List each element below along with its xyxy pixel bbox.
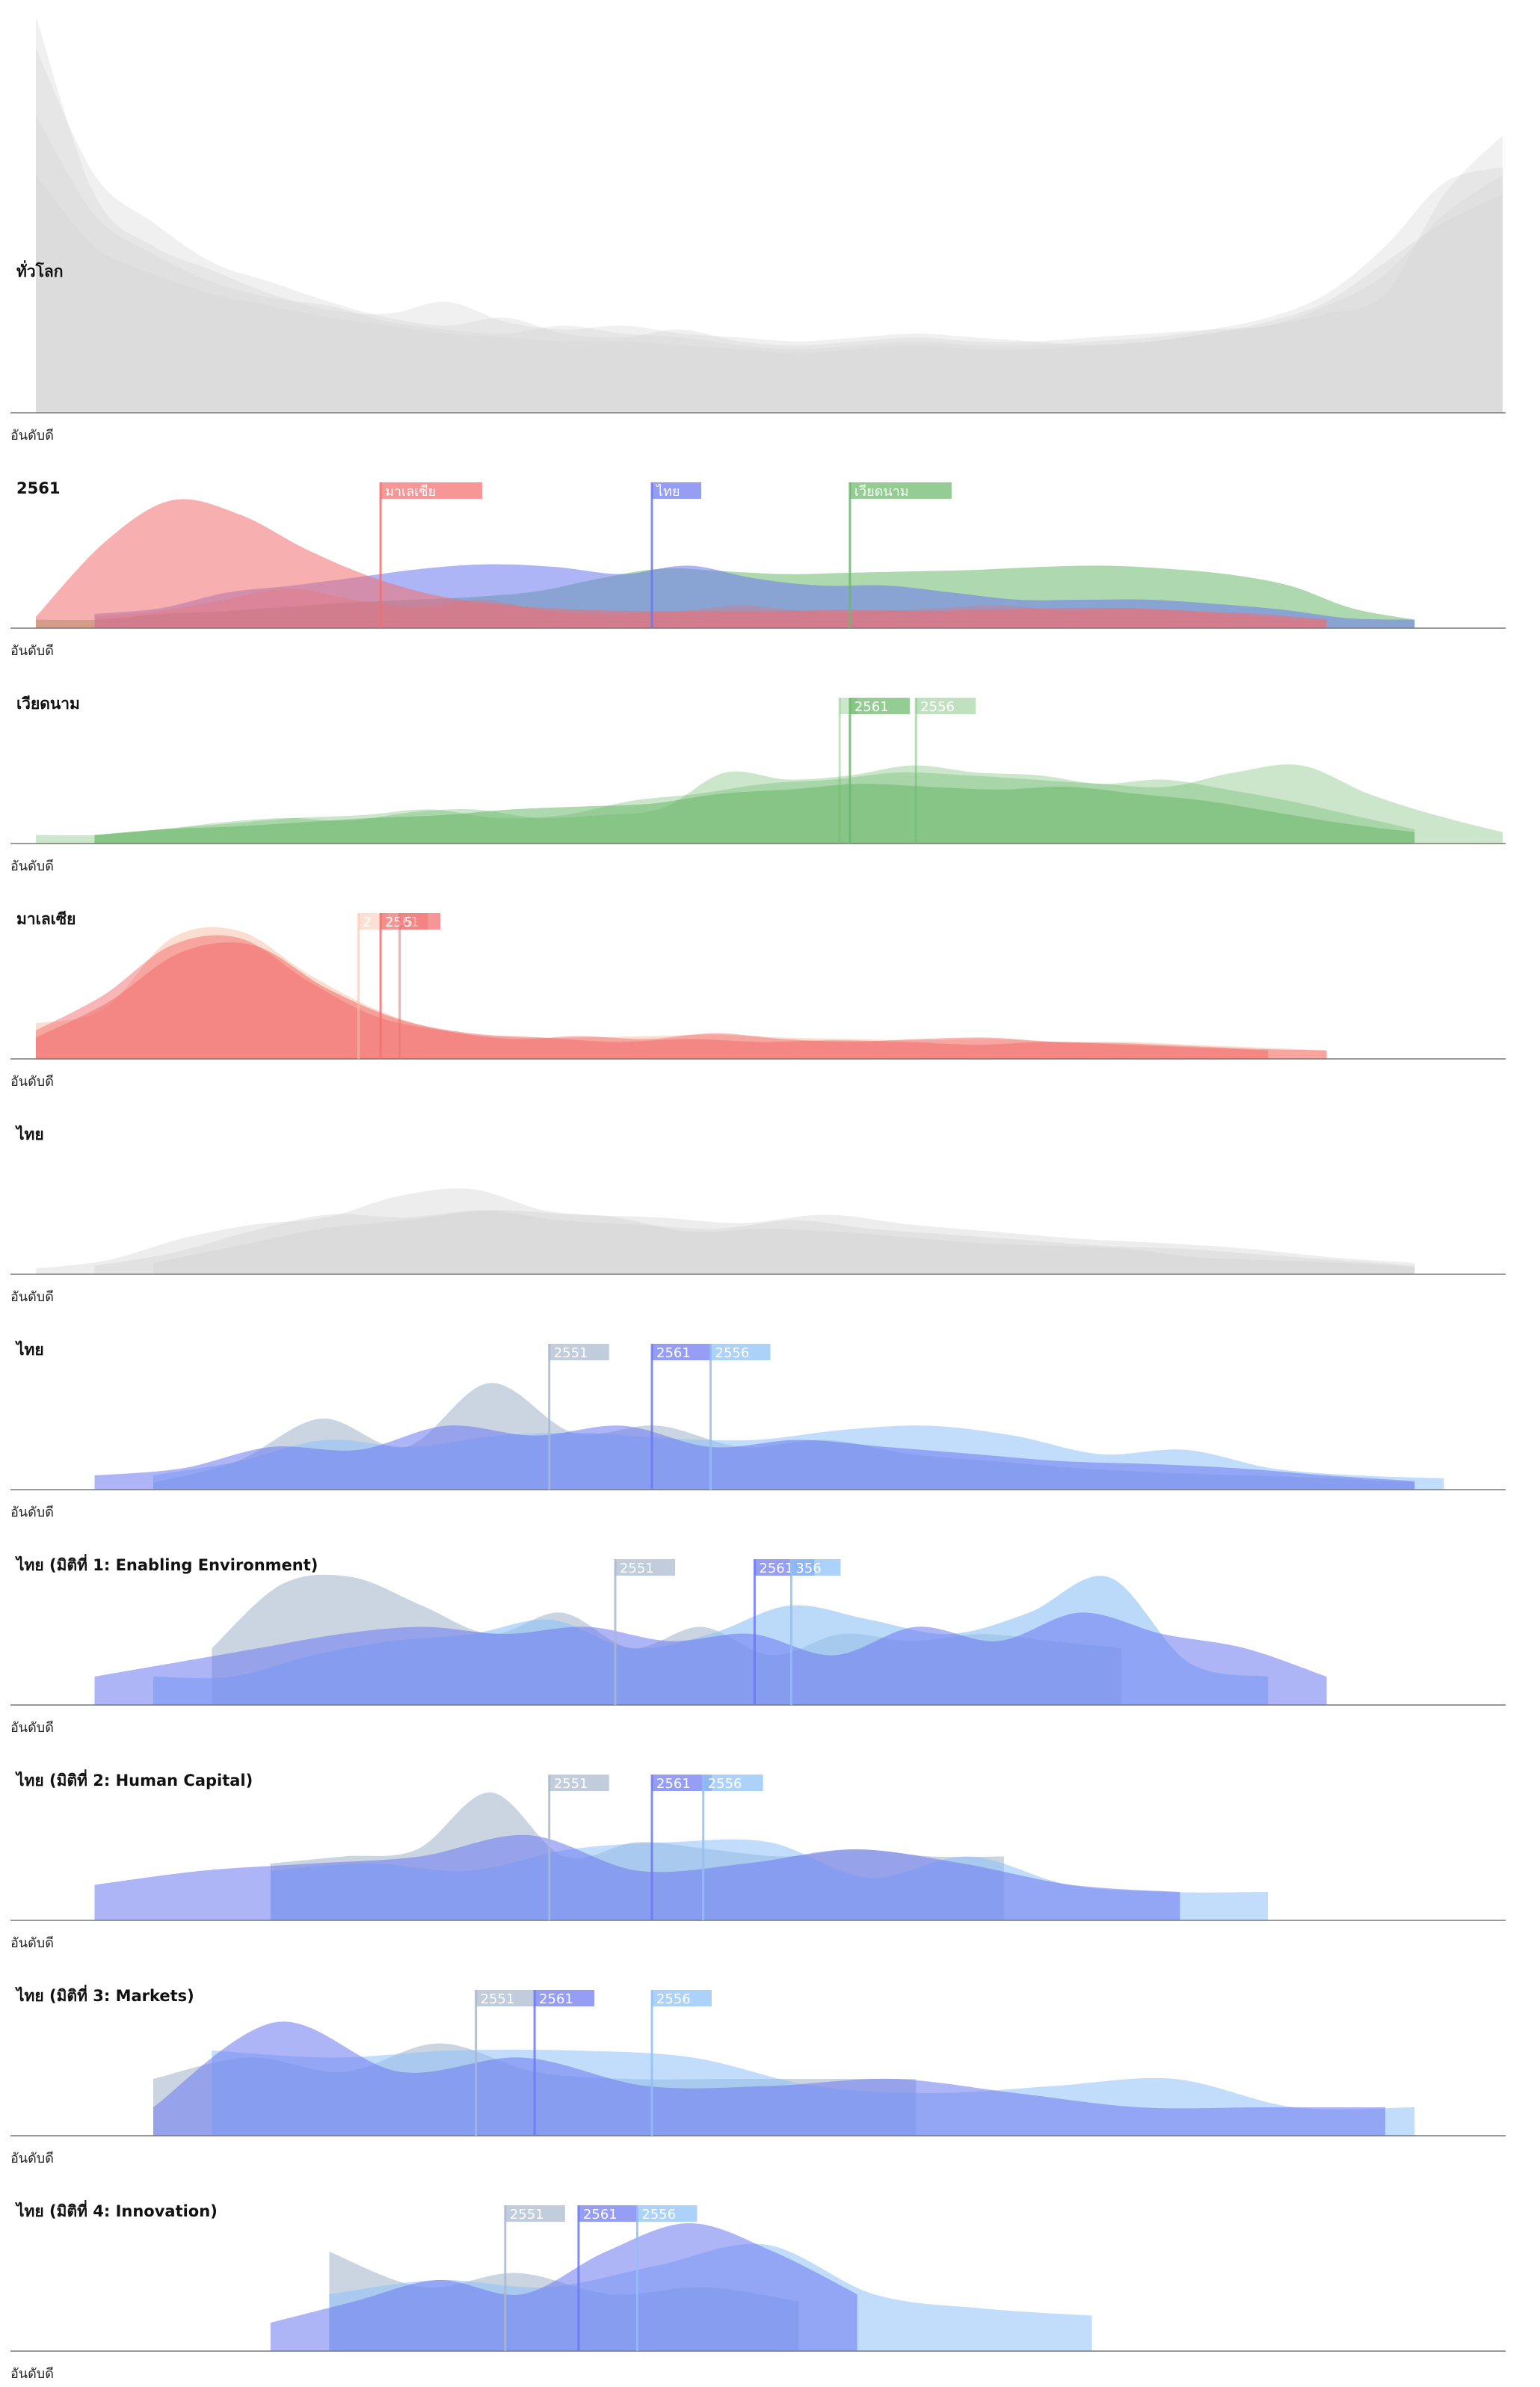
flag-box [475, 1990, 536, 2006]
x-axis-label: อันดับดี [10, 1505, 54, 1520]
flag-label: 2 [363, 915, 372, 930]
flag-label: 2561 [656, 1776, 691, 1792]
flag-box [381, 913, 441, 930]
flag-box [549, 1775, 609, 1791]
panel-title: 2561 [16, 479, 60, 497]
flag-label: มาเลเซีย [385, 484, 436, 500]
flag-box [652, 482, 702, 499]
flag-label: เวียดนาม [854, 484, 909, 500]
panel-title: ไทย [15, 1340, 44, 1359]
flag-box [652, 1344, 712, 1360]
x-axis-label: อันดับดี [10, 2151, 54, 2166]
flag-box [652, 1990, 712, 2006]
series-area [153, 2021, 1385, 2136]
series-area [36, 942, 1269, 1059]
x-axis-label: อันดับดี [10, 428, 54, 443]
flag-box [916, 698, 976, 714]
panel-9: ไทย (มิติที่ 3: Markets) อันดับดี 2551 2561… [10, 1984, 1506, 2166]
flag-label: 2551 [510, 2207, 544, 2222]
flag-label: 2551 [554, 1345, 588, 1361]
flag-label: 2561 [759, 1561, 793, 1576]
flag-box [549, 1344, 609, 1360]
x-axis-label: อันดับดี [10, 643, 54, 659]
series-area [36, 499, 1327, 628]
x-axis-label: อันดับดี [10, 1289, 54, 1305]
flag-box [578, 2205, 638, 2222]
series-area [94, 1612, 1327, 1705]
flag-label: 5 [404, 915, 413, 930]
flag-label: 2561 [539, 1991, 573, 2007]
panel-title: ไทย (มิติที่ 2: Human Capital) [15, 1769, 253, 1790]
flag-label: 2551 [481, 1991, 515, 2007]
series-area [36, 1188, 1415, 1274]
flag-label: 356 [795, 1561, 821, 1576]
flag-label: 2556 [656, 1991, 691, 2007]
flag-label: 2556 [715, 1345, 750, 1361]
series-area [94, 588, 1327, 628]
flag-box [703, 1775, 763, 1791]
series-area [36, 115, 1503, 413]
flag-label: 2551 [620, 1561, 654, 1576]
x-axis-label: อันดับดี [10, 1935, 54, 1951]
flag-box [535, 1990, 595, 2006]
panel-title: ไทย (มิติที่ 3: Markets) [15, 1984, 194, 2005]
panel-title: ไทย (มิติที่ 4: Innovation) [15, 2199, 218, 2220]
flag-label: 2551 [554, 1776, 588, 1792]
series-area [270, 2223, 857, 2351]
flag-box [637, 2205, 697, 2222]
x-axis-label: อันดับดี [10, 858, 54, 874]
x-axis-label: อันดับดี [10, 1074, 54, 1090]
flag-box [849, 698, 910, 714]
panel-title: เวียดนาม [16, 695, 80, 713]
flag-label: 2556 [641, 2207, 676, 2222]
panel-7: ไทย (มิติที่ 1: Enabling Environment) อัน… [10, 1553, 1506, 1736]
series-area [153, 1210, 1415, 1274]
flag-label: 2561 [583, 2207, 617, 2222]
panel-title: ทั่วโลก [16, 259, 64, 280]
series-area [94, 1834, 1180, 1920]
series-area [36, 175, 1503, 413]
series-area [36, 16, 1503, 413]
panel-8: ไทย (มิติที่ 2: Human Capital) อันดับดี 25… [10, 1769, 1506, 1951]
flag-label: 2556 [920, 699, 955, 715]
flag-box [399, 913, 428, 930]
flag-label: 2561 [656, 1345, 691, 1361]
panel-2: 2561 อันดับดี มาเลเซีย ไทย เวียดนาม [10, 479, 1506, 659]
panel-10: ไทย (มิติที่ 4: Innovation) อันดับดี 2551 2… [10, 2199, 1506, 2382]
flag-label: ไทย [655, 483, 680, 500]
series-area [94, 1210, 1415, 1274]
flag-box [615, 1559, 675, 1576]
flag-box [381, 482, 483, 499]
series-area [36, 48, 1503, 414]
series-area [94, 1425, 1415, 1490]
flag-box [505, 2205, 565, 2222]
flag-label: 2556 [708, 1776, 742, 1792]
flag-label: 2561 [385, 915, 419, 930]
x-axis-label: อันดับดี [10, 2366, 54, 2382]
flag-box [652, 1775, 712, 1791]
panel-title: ไทย [15, 1125, 44, 1143]
flag-label: 2561 [854, 699, 889, 715]
flag-box [849, 482, 952, 499]
flag-box [791, 1559, 841, 1576]
panel-title: มาเลเซีย [16, 910, 76, 928]
x-axis-label: อันดับดี [10, 1720, 54, 1736]
flag-box [710, 1344, 771, 1360]
panel-title: ไทย (มิติที่ 1: Enabling Environment) [15, 1553, 318, 1574]
series-area [94, 784, 1415, 844]
